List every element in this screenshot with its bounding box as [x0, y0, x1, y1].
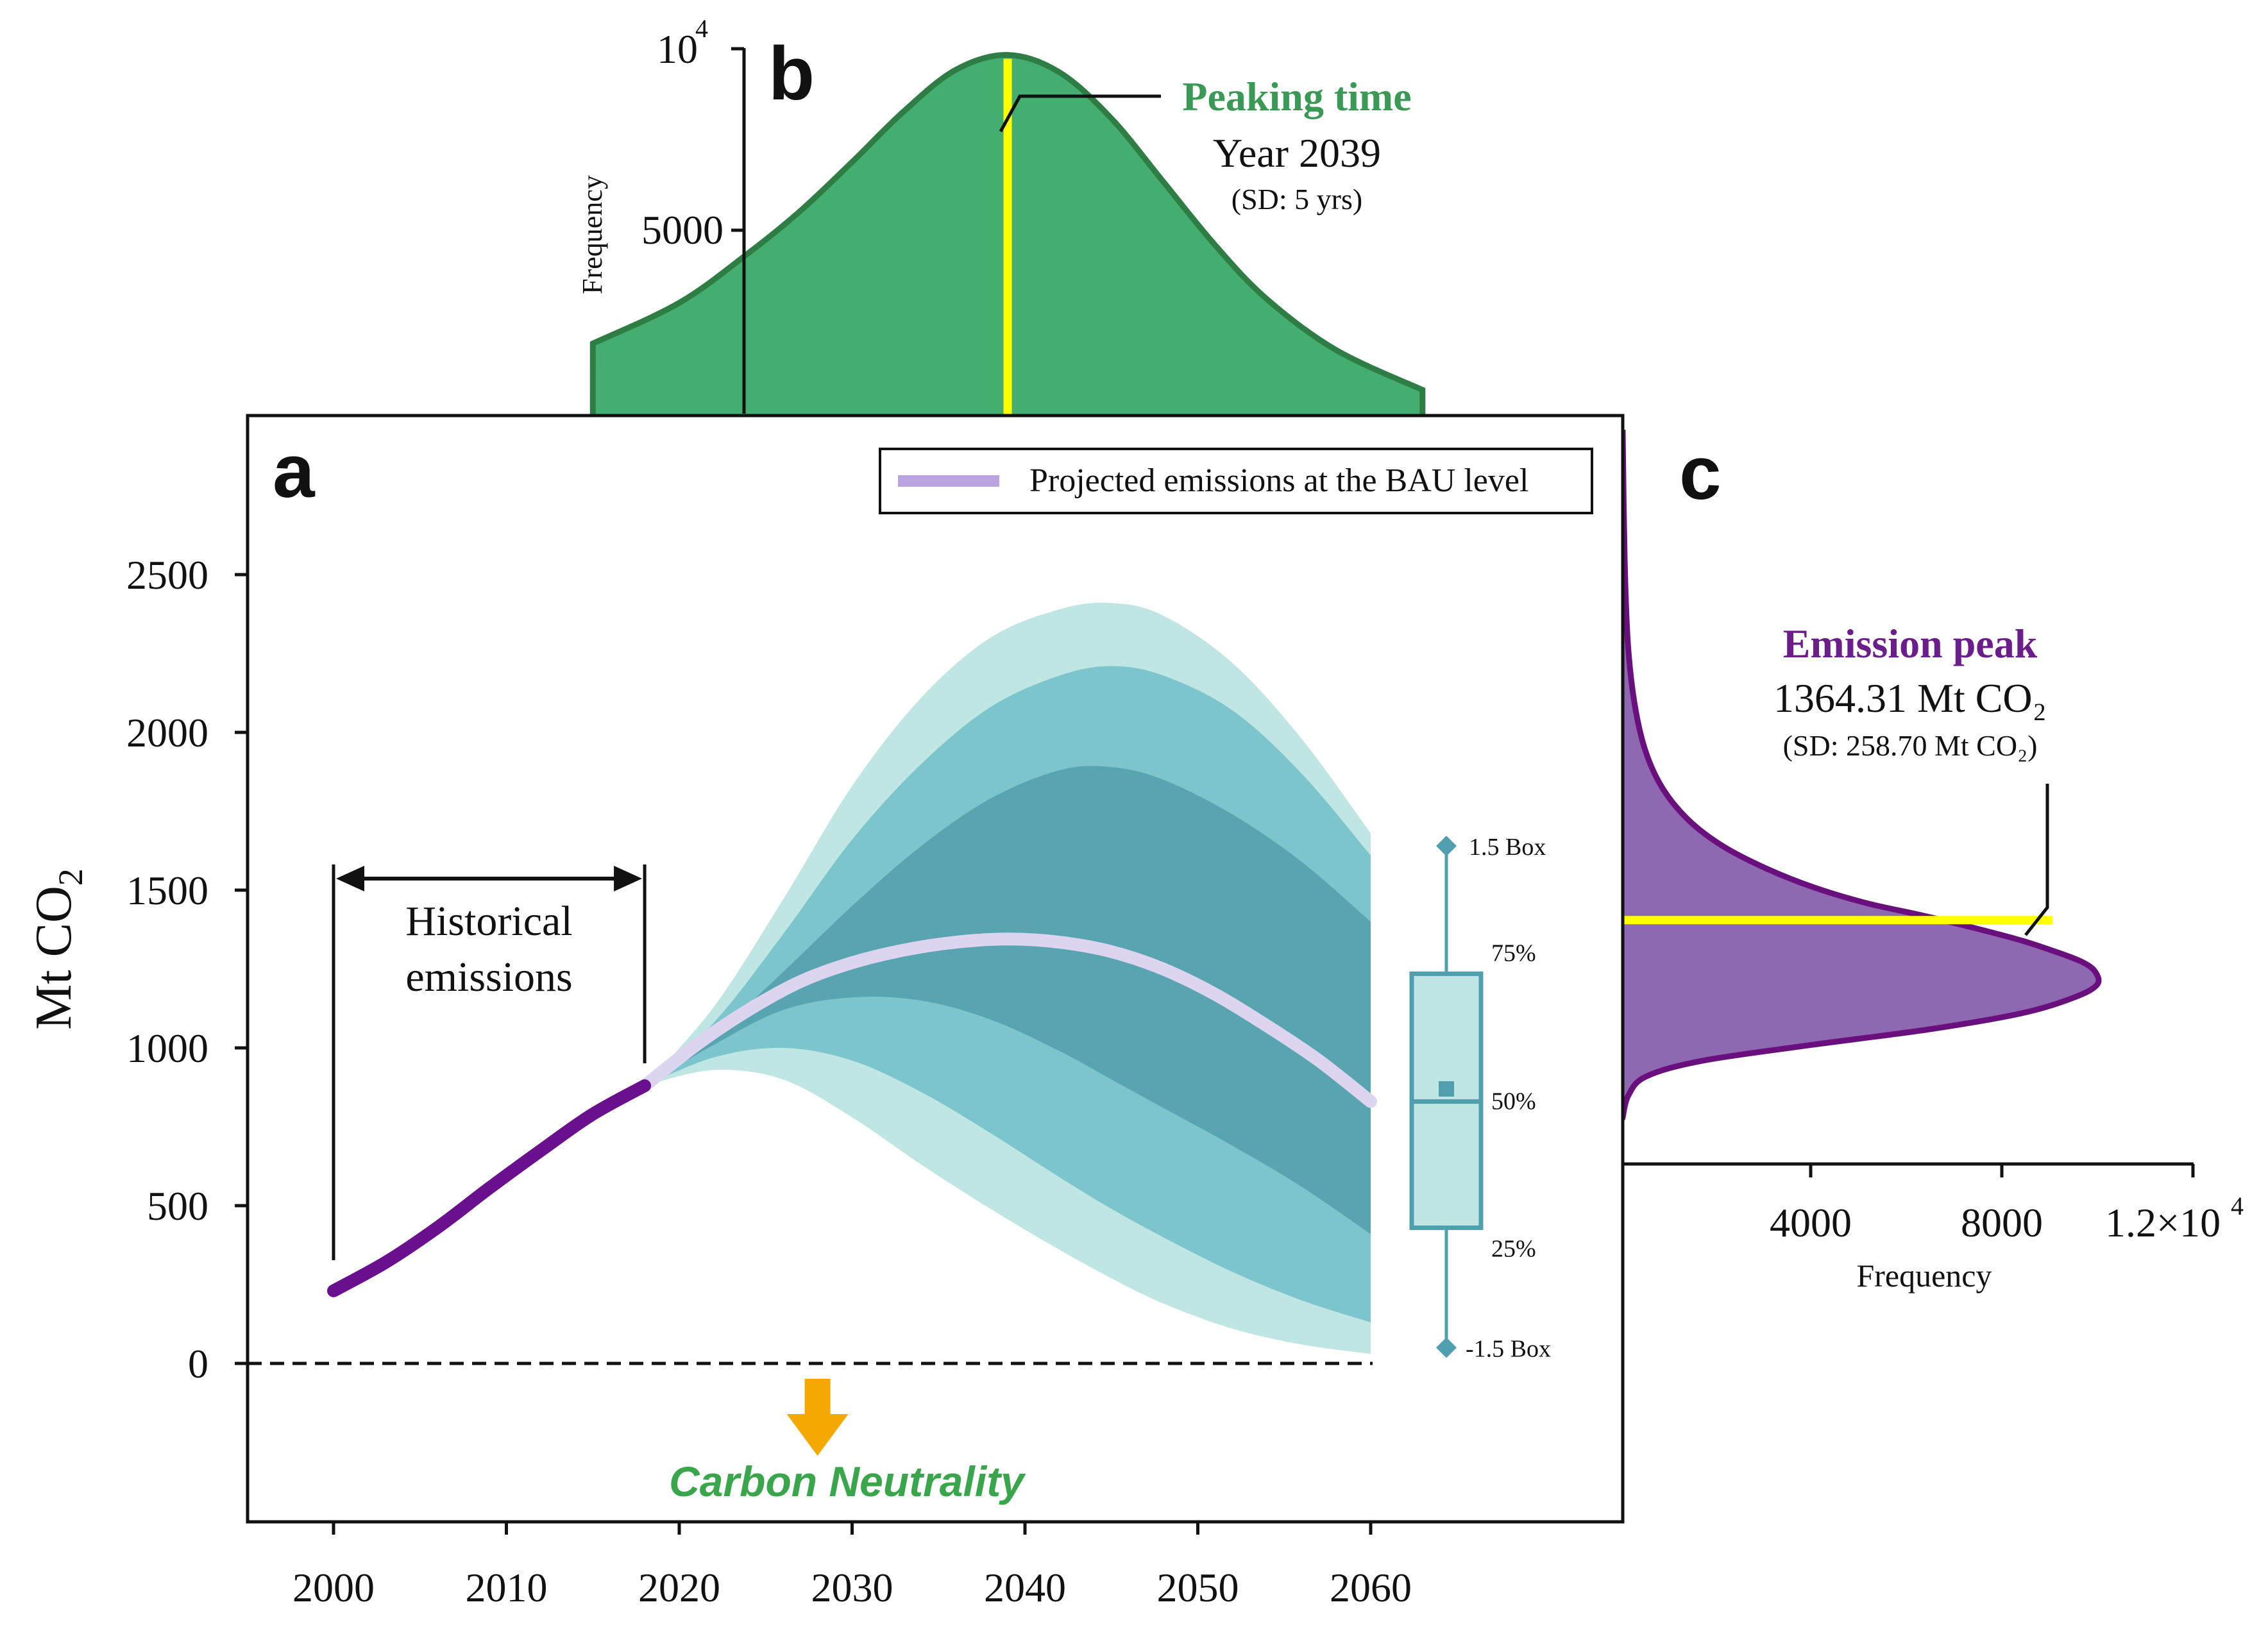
c-x-tick-label-8000: 8000	[1961, 1200, 2043, 1245]
a-boxplot-label-q3: 75%	[1491, 940, 1536, 966]
a-carbon-neutrality-arrow-icon	[786, 1379, 849, 1456]
a-projected-line	[638, 932, 1377, 1108]
a-y-tick-label-1000: 1000	[126, 1025, 208, 1071]
c-distribution-area	[1613, 430, 2102, 1120]
a-legend: Projected emissions at the BAU level	[879, 448, 1593, 514]
a-historical-arrowhead-left	[336, 866, 364, 891]
a-historical-annotation: Historical emissions	[332, 864, 647, 1260]
a-x-tick-label-2020: 2020	[638, 1565, 720, 1610]
a-y-tick-label-500: 500	[147, 1183, 208, 1229]
c-x-tick-exponent: 4	[2231, 1192, 2244, 1220]
b-leader-line	[999, 94, 1161, 133]
a-legend-label: Projected emissions at the BAU level	[1029, 462, 1528, 499]
c-peak-value: 1364.31 Mt CO₂	[1773, 675, 2047, 721]
a-x-tick-label-2000: 2000	[292, 1565, 375, 1610]
a-x-tick-label-2040: 2040	[984, 1565, 1066, 1610]
a-y-tick-label-2500: 2500	[126, 552, 208, 598]
a-boxplot-cap-upper	[1436, 836, 1457, 857]
b-peak-sd: (SD: 5 yrs)	[1231, 183, 1362, 215]
a-y-axis-label: Mt CO2	[26, 868, 90, 1030]
b-peak-title: Peaking time	[1182, 74, 1411, 119]
b-panel-letter: b	[768, 31, 815, 116]
a-carbon-neutrality-label: Carbon Neutrality	[669, 1458, 1026, 1505]
c-x-tick-label-12000: 1.2×10	[2105, 1200, 2221, 1245]
a-y-ticks: 0 500 1000 1500 2000 2500	[126, 552, 248, 1387]
b-y-tick-label-5000: 5000	[641, 207, 724, 253]
a-x-tick-label-2010: 2010	[466, 1565, 548, 1610]
a-band-inner	[645, 766, 1371, 1235]
c-leader-line	[2024, 784, 2049, 936]
a-y-tick-label-1500: 1500	[126, 868, 208, 913]
c-x-tick-label-4000: 4000	[1770, 1200, 1852, 1245]
a-y-tick-label-0: 0	[188, 1341, 208, 1387]
a-x-ticks: 2000 2010 2020 2030 2040 2050 2060	[292, 1522, 1412, 1610]
a-historical-label-line1: Historical	[405, 898, 572, 945]
a-historical-line	[327, 1079, 652, 1297]
c-x-axis-label: Frequency	[1856, 1258, 1992, 1294]
panel-a: 1.5 Box 75% 50% 25% -1.5 Box Historical …	[26, 414, 1625, 1610]
a-y-axis-label-subscript: 2	[51, 868, 90, 886]
a-x-tick-label-2030: 2030	[811, 1565, 893, 1610]
a-historical-arrowhead-right	[614, 866, 643, 891]
c-panel-letter: c	[1679, 431, 1722, 516]
a-boxplot-label-whisker-high: 1.5 Box	[1469, 834, 1546, 861]
a-y-tick-label-2000: 2000	[126, 710, 208, 755]
a-x-tick-label-2060: 2060	[1330, 1565, 1412, 1610]
a-boxplot-cap-lower	[1436, 1337, 1457, 1358]
panel-c: 4000 8000 1.2×10 4 Frequency c Emission …	[1613, 430, 2244, 1294]
a-boxplot-label-q1: 25%	[1491, 1235, 1536, 1262]
a-boxplot-mean	[1439, 1081, 1454, 1097]
b-y-axis-label: Frequency	[577, 175, 608, 294]
a-uncertainty-bands	[645, 602, 1371, 1354]
b-peak-year: Year 2039	[1213, 130, 1381, 176]
b-y-tick-exponent: 4	[695, 14, 708, 43]
a-panel-letter: a	[273, 429, 316, 514]
a-historical-label-line2: emissions	[405, 954, 572, 1000]
b-y-tick-label-10000: 10	[657, 26, 698, 72]
a-boxplot-label-median: 50%	[1491, 1088, 1536, 1115]
panel-b: 5000 10 4 Frequency b Peaking time Year …	[577, 14, 1426, 426]
a-x-tick-label-2050: 2050	[1157, 1565, 1239, 1610]
a-y-axis-label-main: Mt CO	[26, 886, 82, 1030]
a-boxplot: 1.5 Box 75% 50% 25% -1.5 Box	[1409, 834, 1551, 1362]
c-peak-title: Emission peak	[1783, 621, 2038, 666]
c-peak-sd: (SD: 258.70 Mt CO₂)	[1783, 729, 2038, 762]
a-boxplot-label-whisker-low: -1.5 Box	[1466, 1335, 1551, 1362]
